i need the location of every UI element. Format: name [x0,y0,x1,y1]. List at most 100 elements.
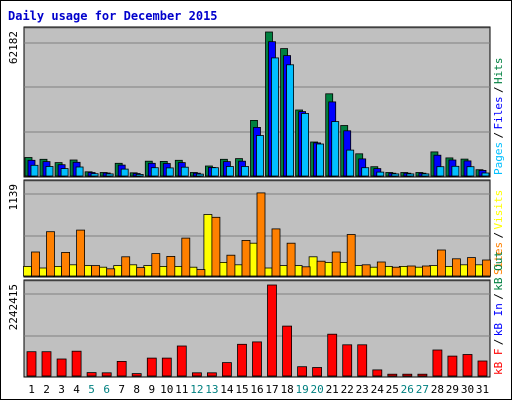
x-tick-label-22: 22 [341,383,354,396]
bar-kb-f-4 [71,350,82,377]
bar-kb-f-26 [402,373,413,377]
x-tick-label-29: 29 [446,383,459,396]
panel-max-label: 2242415 [7,284,20,330]
x-tick-label-9: 9 [148,383,155,396]
bar-visits-1 [23,265,32,277]
bar-sites-26 [406,265,416,277]
bar-sites-15 [241,239,251,277]
legend-item-sites: Sites [492,242,505,275]
bar-kb-f-16 [252,341,262,377]
x-tick-label-20: 20 [310,383,323,396]
bar-kb-f-19 [297,366,308,377]
bar-sites-12 [196,269,206,277]
bar-pages-31 [481,172,490,177]
bar-sites-7 [121,256,131,277]
bar-pages-21 [331,121,340,177]
bar-pages-3 [60,168,69,177]
bar-pages-9 [150,167,159,177]
bar-kb-f-2 [41,351,52,377]
bar-kb-f-31 [477,360,488,377]
bar-sites-13 [211,216,221,277]
x-tick-label-3: 3 [58,383,65,396]
legend-item-visits: Visits [492,190,505,230]
panel-max-label: 62182 [7,31,20,64]
legend-bottom: kB F / kB In / kB Out [492,251,505,375]
bar-kb-f-13 [206,372,217,377]
bar-sites-24 [376,261,386,277]
bar-pages-24 [376,171,385,177]
x-tick-label-16: 16 [250,383,263,396]
bar-pages-11 [180,166,189,177]
x-tick-label-28: 28 [431,383,444,396]
legend-separator: / [492,232,505,239]
bar-sites-23 [361,264,371,277]
x-tick-label-25: 25 [386,383,399,396]
bar-pages-15 [241,166,249,177]
bar-pages-30 [466,166,475,177]
bar-kb-f-29 [447,355,458,377]
bar-sites-21 [331,251,341,277]
bar-pages-20 [316,143,325,177]
legend-separator: / [492,86,505,93]
bar-pages-7 [120,168,129,177]
legend-separator: / [492,339,505,346]
bar-pages-19 [301,113,310,177]
bar-sites-4 [76,229,85,277]
legend-item-kb-in: kB In [492,303,505,336]
bar-kb-f-24 [372,369,383,377]
legend-item-kb-out: kB Out [492,251,505,291]
chart-title: Daily usage for December 2015 [8,9,218,23]
x-tick-label-27: 27 [416,383,429,396]
x-tick-label-23: 23 [356,383,369,396]
panel-bottom: 2242415 [7,279,491,378]
bar-kb-f-7 [116,360,127,377]
bar-pages-17 [271,57,279,177]
panel-middle: 1139 [7,179,491,278]
bar-kb-f-17 [267,284,277,377]
bar-pages-14 [225,166,234,177]
bar-pages-1 [30,164,39,177]
bar-kb-f-8 [131,373,142,377]
bar-sites-25 [391,266,401,277]
bar-pages-25 [391,173,400,177]
bar-visits-13 [203,214,213,277]
bar-pages-6 [105,173,114,177]
x-tick-label-30: 30 [461,383,474,396]
bar-kb-f-23 [357,344,368,377]
legend-separator: / [492,293,505,300]
bar-kb-f-22 [342,344,353,377]
bar-kb-f-6 [101,372,112,377]
bar-sites-16 [256,192,266,277]
bar-sites-14 [226,254,236,277]
x-tick-label-11: 11 [175,383,188,396]
bar-kb-f-27 [417,373,428,377]
bar-kb-f-5 [86,372,97,377]
bar-pages-22 [346,149,355,177]
bar-kb-f-18 [282,325,293,377]
bar-sites-20 [316,260,326,277]
x-tick-label-7: 7 [118,383,125,396]
x-tick-label-10: 10 [160,383,173,396]
bar-sites-2 [46,231,55,277]
bar-pages-8 [135,173,144,177]
bar-sites-27 [421,265,431,277]
bar-sites-11 [181,237,191,277]
bar-pages-26 [406,173,415,177]
bar-sites-9 [151,253,161,277]
bar-sites-5 [91,265,100,277]
bar-kb-f-14 [221,362,232,377]
bar-sites-10 [166,255,176,277]
legend-separator: / [492,132,505,139]
bar-kb-f-25 [387,373,398,377]
x-tick-label-26: 26 [401,383,414,396]
bar-pages-18 [286,64,295,177]
bar-kb-f-21 [327,333,338,377]
bar-pages-10 [165,167,174,177]
bar-sites-29 [451,258,461,277]
legend-item-kb-f: kB F [492,349,505,376]
x-tick-label-19: 19 [295,383,308,396]
bar-pages-12 [195,173,204,177]
bar-pages-5 [90,173,99,177]
